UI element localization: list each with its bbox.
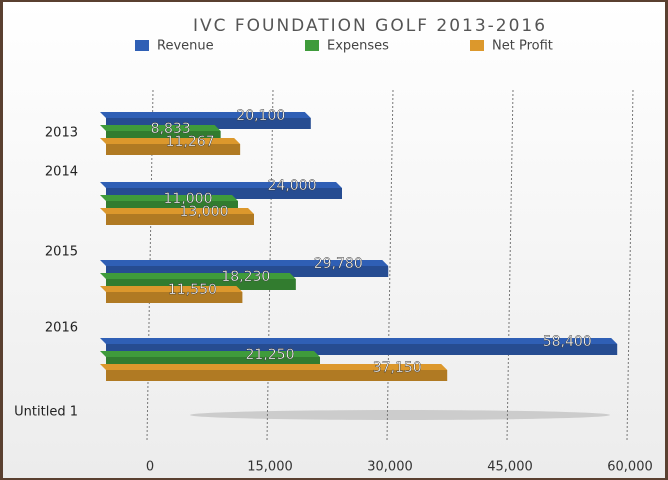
value-label: 58,400 xyxy=(543,334,592,350)
bar-top xyxy=(100,125,221,131)
value-label: 11,550 xyxy=(168,282,217,298)
bar-top xyxy=(100,208,254,214)
value-label: 8,833 xyxy=(151,121,191,137)
bar xyxy=(106,131,221,142)
x-tick-label: 45,000 xyxy=(487,460,533,475)
value-label: 11,000 xyxy=(164,191,213,207)
bar xyxy=(106,279,296,290)
bar-top xyxy=(100,286,243,292)
bar xyxy=(106,144,241,155)
bar xyxy=(106,292,243,303)
chart-title: IVC FOUNDATION GOLF 2013-2016 xyxy=(193,16,547,36)
value-label: 37,150 xyxy=(373,360,422,376)
legend-label: Revenue xyxy=(157,39,214,54)
shadow xyxy=(190,410,610,420)
bar-top xyxy=(100,195,238,201)
bar xyxy=(106,201,238,212)
legend-label: Net Profit xyxy=(492,39,553,54)
value-label: 21,250 xyxy=(246,347,295,363)
x-tick-label: 60,000 xyxy=(607,460,653,475)
x-tick-label: 0 xyxy=(146,460,154,475)
value-label: 29,780 xyxy=(314,256,363,272)
value-label: 20,100 xyxy=(236,108,285,124)
value-label: 18,230 xyxy=(221,269,270,285)
bar xyxy=(106,357,320,368)
bar xyxy=(106,188,342,199)
bar-top xyxy=(100,351,320,357)
value-label: 11,267 xyxy=(166,134,215,150)
bar-top xyxy=(100,260,389,266)
bar xyxy=(106,370,448,381)
value-label: 13,000 xyxy=(180,204,229,220)
y-tick-label: Untitled 1 xyxy=(14,405,78,420)
legend-swatch xyxy=(135,40,149,51)
bar-top xyxy=(100,338,618,344)
bar xyxy=(106,344,618,355)
bar-top xyxy=(100,182,342,188)
bar-top xyxy=(100,273,296,279)
x-tick-label: 30,000 xyxy=(367,460,413,475)
legend-swatch xyxy=(305,40,319,51)
x-tick-label: 15,000 xyxy=(247,460,293,475)
bar xyxy=(106,266,389,277)
y-tick-label: 2015 xyxy=(45,245,78,260)
y-tick-label: 2014 xyxy=(45,165,78,180)
y-tick-label: 2013 xyxy=(45,126,78,141)
legend-label: Expenses xyxy=(327,39,389,54)
bar xyxy=(106,214,254,225)
legend-swatch xyxy=(470,40,484,51)
bar xyxy=(106,118,311,129)
bar-top xyxy=(100,364,448,370)
bar-top xyxy=(100,112,311,118)
background xyxy=(3,2,665,478)
value-label: 24,000 xyxy=(268,178,317,194)
y-tick-label: 2016 xyxy=(45,321,78,336)
bar-top xyxy=(100,138,241,144)
